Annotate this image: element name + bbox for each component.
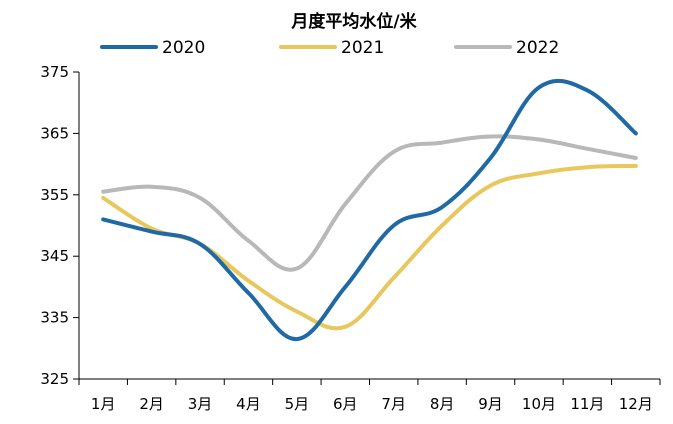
y-tick-label: 345 (40, 247, 69, 265)
legend-label-2020: 2020 (162, 38, 205, 58)
y-tick-label: 375 (40, 63, 69, 81)
legend-label-2021: 2021 (341, 38, 384, 58)
series-line-2022 (103, 136, 636, 269)
x-tick-label: 12月 (619, 395, 653, 413)
y-tick-label: 365 (40, 124, 69, 142)
series-layer (103, 81, 636, 339)
x-tick-label: 6月 (333, 395, 358, 413)
x-tick-label: 8月 (430, 395, 455, 413)
axes: 325 335 345 355 365 375 1月 2月 3月 4月 5月 6月 7月 8月 9月 10月 1… (40, 63, 660, 413)
y-tick-label: 355 (40, 186, 69, 204)
x-tick-label: 2月 (139, 395, 164, 413)
series-line-2020 (103, 81, 636, 339)
x-tick-label: 5月 (285, 395, 310, 413)
x-tick-label: 1月 (91, 395, 116, 413)
x-tick-label: 3月 (188, 395, 213, 413)
x-tick-label: 10月 (522, 395, 556, 413)
chart-title: 月度平均水位/米 (290, 11, 417, 32)
y-tick-label: 325 (40, 370, 69, 388)
x-tick-label: 9月 (478, 395, 503, 413)
x-tick-label: 4月 (236, 395, 261, 413)
y-tick-label: 335 (40, 309, 69, 327)
legend-label-2022: 2022 (516, 38, 559, 58)
legend: 2020 2021 2022 (102, 38, 559, 58)
x-tick-label: 7月 (381, 395, 406, 413)
x-tick-label: 11月 (570, 395, 604, 413)
